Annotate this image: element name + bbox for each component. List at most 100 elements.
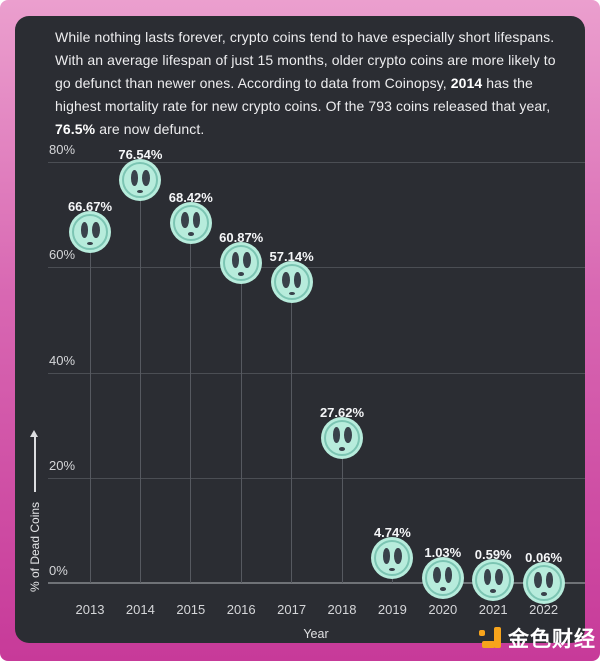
intro-text-2: has the highest mortality rate for new c… [55,75,551,114]
intro-bold-percent: 76.5% [55,121,96,137]
coin-mouth [187,232,194,236]
y-axis-title: % of Dead Coins [27,428,43,592]
value-label: 27.62% [319,404,365,420]
x-tick-label: 2015 [176,602,206,617]
logo-block-square [479,630,485,636]
coin-eye-right [243,252,251,269]
coin-eye-right [92,221,100,238]
x-tick-label: 2021 [478,602,508,617]
coin-mouth [339,447,345,451]
y-tick-label: 80% [49,142,76,157]
x-tick-label: 2019 [377,602,407,617]
coin-mouth [137,189,144,194]
coin-eye-left [282,271,290,288]
lollipop-stem [240,262,242,583]
coin-eye-left [433,567,441,584]
coin-eye-right [394,547,402,564]
y-tick-label: 0% [49,563,68,578]
lollipop-stem [291,282,293,583]
logo-block-vertical [494,627,501,648]
coin-ring [273,264,310,301]
y-axis-title-text: % of Dead Coins [28,501,42,592]
coin-ring [475,561,512,598]
infographic-panel: While nothing lasts forever, crypto coin… [15,16,585,643]
jinse-logo-icon [479,627,501,649]
x-tick-label: 2022 [529,602,559,617]
coin-eye-right [192,212,201,229]
coin-eye-left [332,427,340,444]
gridline [48,372,585,374]
coin-ring [172,204,209,241]
dead-coin-icon [169,201,212,244]
coin-ring [324,419,360,456]
value-label: 0.06% [525,549,563,565]
gridline [48,477,585,479]
lollipop-stem [190,222,192,583]
dead-coin-icon [220,241,263,284]
coin-eye-right [293,271,302,288]
dead-coin-icon [270,261,313,304]
y-tick-label: 40% [49,352,76,368]
value-label: 4.74% [373,525,411,541]
coin-ring [223,244,260,281]
dead-coin-icon [472,558,515,601]
value-label: 66.67% [67,199,113,215]
coin-ring [424,559,461,596]
coin-eye-right [344,427,352,444]
dead-coin-icon [371,537,414,580]
value-label: 68.42% [168,189,213,205]
dead-coin-icon [69,211,111,254]
value-label: 76.54% [118,147,163,163]
coin-ring [525,564,562,601]
dead-coins-chart: 0% 20% 40% 60% 80% 66.67% 2013 76.54% 2014 68.42%… [15,16,585,643]
coin-eye-left [382,547,391,564]
x-tick-label: 2018 [327,602,357,617]
dead-coin-icon [522,561,565,604]
coin-eye-right [444,567,453,584]
x-tick-label: 2013 [75,602,105,617]
coin-eye-right [495,569,503,586]
intro-text-1: While nothing lasts forever, crypto coin… [55,29,556,91]
value-label: 1.03% [424,544,462,560]
coin-eye-right [545,572,554,589]
coin-mouth [540,592,547,596]
y-tick-label: 20% [49,457,76,473]
jinse-logo-text: 金色财经 [508,627,596,651]
intro-text-3: are now defunct. [95,121,205,137]
x-tick-label: 2014 [125,602,155,617]
jinse-finance-logo: 金色财经 [479,623,596,653]
x-tick-label: 2020 [428,602,458,617]
coin-eye-left [80,221,88,238]
value-label: 60.87% [219,229,264,245]
coin-mouth [238,272,245,276]
lollipop-stem [341,437,343,583]
dead-coin-icon [321,416,363,459]
lollipop-stem [139,180,141,583]
coin-mouth [490,589,497,593]
coin-eye-left [181,212,189,229]
coin-eye-right [142,169,150,186]
coin-ring [122,162,159,199]
intro-bold-year: 2014 [450,75,483,91]
x-tick-label: 2016 [226,602,256,617]
value-label: 57.14% [269,249,314,265]
dead-coin-icon [421,556,464,599]
coin-eye-left [130,169,139,186]
x-tick-label: 2017 [277,602,307,617]
coin-eye-left [231,252,240,269]
coin-mouth [439,587,446,591]
lollipop-stem [89,232,91,583]
logo-block-horizontal [482,641,495,648]
up-arrow-icon [34,435,36,492]
coin-mouth [87,241,93,246]
gridline [48,162,585,163]
coin-mouth [288,291,295,296]
y-tick-label: 60% [49,247,76,263]
coin-ring [374,540,411,577]
value-label: 0.59% [474,546,512,562]
x-axis-title: Year [303,627,329,641]
intro-paragraph: While nothing lasts forever, crypto coin… [55,26,567,141]
coin-eye-left [534,572,542,589]
gridline [48,267,585,269]
